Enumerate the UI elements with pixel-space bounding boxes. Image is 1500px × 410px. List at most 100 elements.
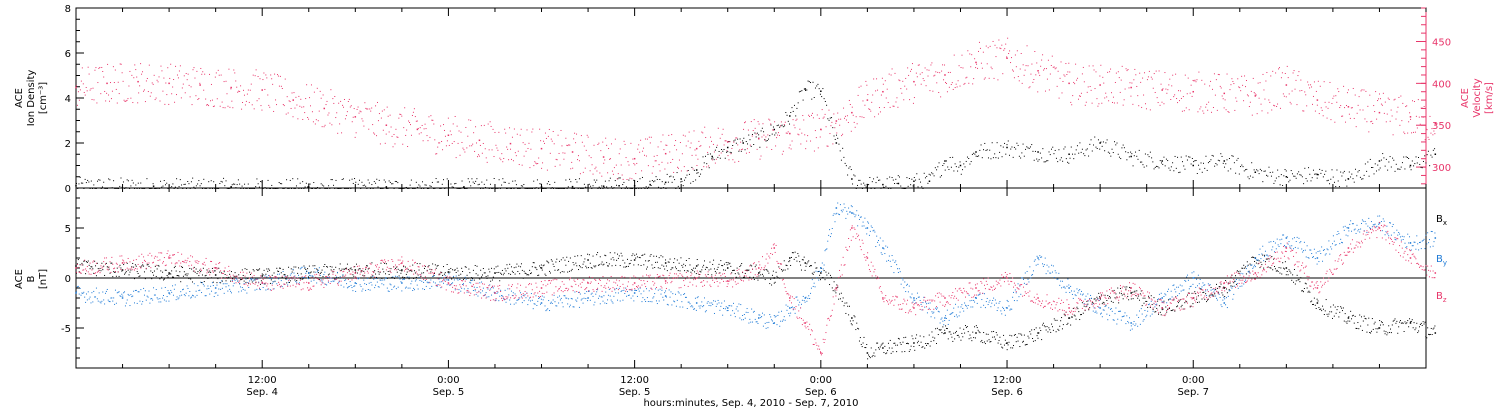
scatter-dot <box>1242 267 1244 269</box>
scatter-dot <box>1315 307 1317 309</box>
scatter-dot <box>994 153 996 155</box>
scatter-dot <box>421 272 423 274</box>
scatter-dot <box>325 188 327 189</box>
scatter-dot <box>155 275 157 277</box>
data-point <box>121 297 124 299</box>
scatter-dot <box>1417 332 1419 334</box>
scatter-dot <box>875 182 877 184</box>
scatter-dot <box>698 140 700 142</box>
scatter-dot <box>188 183 190 185</box>
scatter-dot <box>117 291 119 293</box>
scatter-dot <box>801 259 803 261</box>
scatter-dot <box>1147 154 1149 156</box>
scatter-dot <box>1141 106 1143 108</box>
scatter-dot <box>864 347 866 349</box>
scatter-dot <box>974 337 976 339</box>
scatter-dot <box>1173 96 1175 98</box>
scatter-dot <box>691 154 693 156</box>
scatter-dot <box>663 265 665 267</box>
scatter-dot <box>414 289 416 291</box>
scatter-dot <box>691 268 693 270</box>
scatter-dot <box>886 178 888 180</box>
scatter-dot <box>782 269 784 271</box>
scatter-dot <box>915 179 917 181</box>
scatter-dot <box>79 264 81 266</box>
scatter-dot <box>646 188 648 189</box>
scatter-dot <box>852 320 854 322</box>
scatter-dot <box>887 350 889 352</box>
scatter-dot <box>435 267 437 269</box>
scatter-dot <box>1189 92 1191 94</box>
scatter-dot <box>337 132 339 134</box>
scatter-dot <box>120 267 122 269</box>
scatter-dot <box>367 108 369 110</box>
scatter-dot <box>223 177 225 179</box>
scatter-dot <box>92 301 94 303</box>
scatter-dot <box>320 183 322 185</box>
scatter-dot <box>339 276 341 278</box>
scatter-dot <box>1346 92 1348 94</box>
scatter-dot <box>724 157 726 159</box>
scatter-dot <box>866 343 868 345</box>
scatter-dot <box>344 268 346 270</box>
scatter-dot <box>125 187 127 189</box>
scatter-dot <box>205 188 207 189</box>
scatter-dot <box>455 157 457 159</box>
scatter-dot <box>423 188 425 189</box>
scatter-dot <box>544 132 546 134</box>
scatter-dot <box>1200 106 1202 108</box>
scatter-dot <box>1413 322 1415 324</box>
scatter-dot <box>1343 320 1345 322</box>
scatter-dot <box>650 254 652 256</box>
data-point <box>882 347 884 349</box>
scatter-dot <box>1034 150 1036 152</box>
scatter-dot <box>869 357 871 359</box>
scatter-dot <box>1214 165 1216 167</box>
scatter-dot <box>304 266 306 268</box>
scatter-dot <box>809 115 811 117</box>
scatter-dot <box>987 47 989 49</box>
scatter-dot <box>1103 82 1105 84</box>
scatter-dot <box>350 105 352 107</box>
scatter-dot <box>670 161 672 163</box>
scatter-dot <box>434 264 436 266</box>
scatter-dot <box>478 155 480 157</box>
scatter-dot <box>464 151 466 153</box>
scatter-dot <box>682 266 684 268</box>
scatter-dot <box>1269 267 1271 269</box>
scatter-dot <box>364 283 366 285</box>
scatter-dot <box>262 188 264 189</box>
scatter-dot <box>520 292 522 294</box>
scatter-dot <box>702 132 704 134</box>
data-point <box>447 134 450 137</box>
scatter-dot <box>700 173 702 175</box>
y-right-tick-label: 450 <box>1432 37 1451 48</box>
scatter-dot <box>465 188 467 189</box>
scatter-dot <box>444 275 446 277</box>
scatter-dot <box>494 272 496 274</box>
scatter-dot <box>298 282 300 284</box>
scatter-dot <box>1022 340 1024 342</box>
scatter-dot <box>1363 174 1365 176</box>
scatter-dot <box>407 146 409 148</box>
scatter-dot <box>367 179 369 181</box>
scatter-dot <box>459 278 461 280</box>
scatter-dot <box>456 125 458 127</box>
scatter-dot <box>875 349 877 351</box>
scatter-dot <box>1266 258 1268 260</box>
scatter-dot <box>315 276 317 278</box>
scatter-dot <box>213 270 215 272</box>
scatter-dot <box>417 274 419 276</box>
scatter-dot <box>676 172 678 174</box>
scatter-dot <box>844 115 846 117</box>
scatter-dot <box>807 261 809 263</box>
scatter-dot <box>811 112 813 114</box>
scatter-dot <box>647 260 649 262</box>
scatter-dot <box>209 270 211 272</box>
scatter-dot <box>229 188 231 189</box>
scatter-dot <box>389 270 391 272</box>
scatter-dot <box>434 188 436 189</box>
scatter-dot <box>1105 142 1107 144</box>
scatter-dot <box>1261 170 1263 172</box>
scatter-dot <box>533 262 535 264</box>
